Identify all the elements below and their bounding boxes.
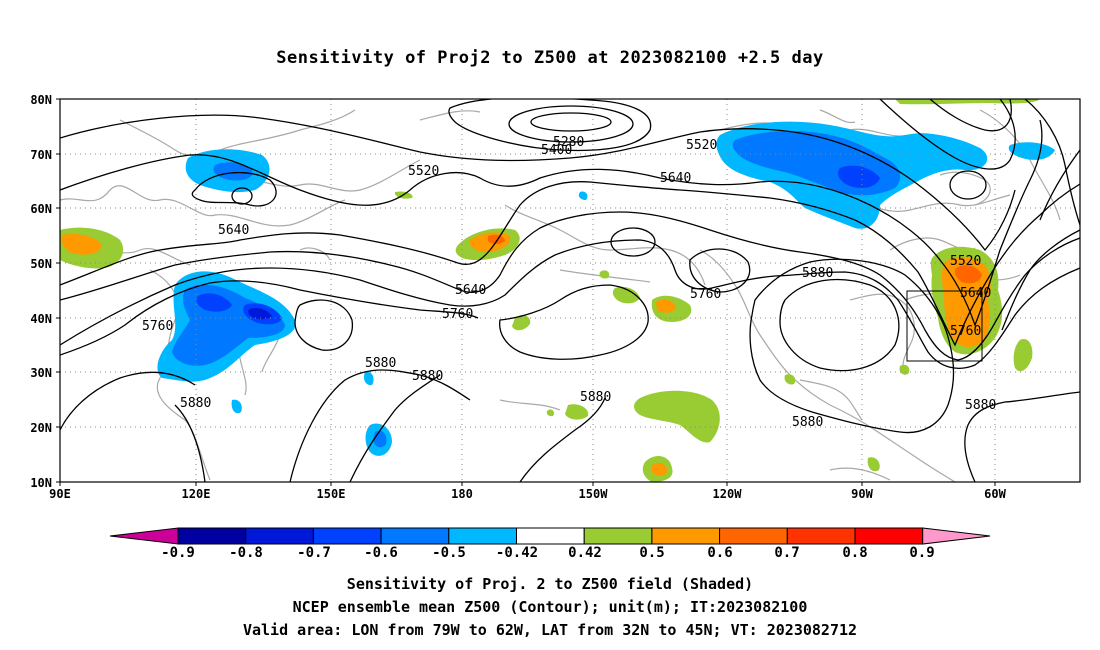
colorbar-cell bbox=[177, 527, 247, 545]
contour-label: 5640 bbox=[218, 223, 249, 238]
colorbar-cell bbox=[583, 527, 653, 545]
caption-line-1: Sensitivity of Proj. 2 to Z500 field (Sh… bbox=[346, 575, 754, 593]
contour-label: 5640 bbox=[455, 283, 486, 298]
colorbar: -0.9 -0.8 -0.7 -0.6 -0.5 -0.42 0.42 0.5 … bbox=[109, 527, 991, 561]
contour-label: 5760 bbox=[142, 319, 173, 334]
colorbar-label: 0.5 bbox=[639, 545, 664, 561]
coastlines bbox=[60, 109, 1061, 482]
colorbar-cell bbox=[651, 527, 721, 545]
colorbar-label: -0.7 bbox=[297, 545, 331, 561]
contour-label: 5760 bbox=[950, 324, 981, 339]
colorbar-cell bbox=[786, 527, 856, 545]
lon-tick-label: 150W bbox=[579, 487, 609, 501]
colorbar-label: 0.8 bbox=[842, 545, 867, 561]
latitude-labels: 80N 70N 60N 50N 40N 30N 20N 10N bbox=[30, 93, 52, 490]
lat-tick-label: 80N bbox=[30, 93, 52, 107]
contour-label: 5880 bbox=[802, 266, 833, 281]
contour-label: 5520 bbox=[950, 254, 981, 269]
caption-line-3: Valid area: LON from 79W to 62W, LAT fro… bbox=[242, 621, 858, 639]
lat-tick-label: 50N bbox=[30, 257, 52, 271]
colorbar-label: 0.9 bbox=[909, 545, 934, 561]
colorbar-label: -0.9 bbox=[161, 545, 195, 561]
axis-tick-marks bbox=[56, 98, 996, 486]
colorbar-label: -0.5 bbox=[432, 545, 466, 561]
chart-title: Sensitivity of Proj2 to Z500 at 20230821… bbox=[276, 48, 824, 68]
lon-tick-label: 120E bbox=[182, 487, 211, 501]
contour-label: 5880 bbox=[965, 398, 996, 413]
lon-tick-label: 150E bbox=[317, 487, 346, 501]
colorbar-cell bbox=[448, 527, 517, 545]
colorbar-label: 0.6 bbox=[707, 545, 732, 561]
valid-area-box bbox=[906, 290, 983, 362]
contour-label: 5880 bbox=[412, 369, 443, 384]
contour-labels: 5280 5400 5520 5520 5640 5640 5520 5640 … bbox=[142, 135, 996, 430]
contour-label: 5280 bbox=[553, 135, 584, 150]
colorbar-label: 0.7 bbox=[774, 545, 799, 561]
colorbar-cell bbox=[245, 527, 314, 545]
colorbar-labels: -0.9 -0.8 -0.7 -0.6 -0.5 -0.42 0.42 0.5 … bbox=[161, 545, 935, 561]
caption: Sensitivity of Proj. 2 to Z500 field (Sh… bbox=[0, 573, 1100, 642]
lat-tick-label: 70N bbox=[30, 148, 52, 162]
colorbar-label: -0.42 bbox=[496, 545, 538, 561]
contour-label: 5880 bbox=[580, 390, 611, 405]
contour-label: 5640 bbox=[660, 171, 691, 186]
lat-tick-label: 60N bbox=[30, 202, 52, 216]
lon-tick-label: 180 bbox=[451, 487, 473, 501]
longitude-labels: 90E 120E 150E 180 150W 120W 90W 60W bbox=[49, 487, 1006, 501]
contour-label: 5520 bbox=[408, 164, 439, 179]
contour-label: 5520 bbox=[686, 138, 717, 153]
colorbar-cell bbox=[312, 527, 382, 545]
lat-tick-label: 20N bbox=[30, 421, 52, 435]
contour-label: 5640 bbox=[960, 286, 991, 301]
contour-label: 5880 bbox=[792, 415, 823, 430]
lon-tick-label: 90W bbox=[851, 487, 873, 501]
colorbar-label: -0.8 bbox=[229, 545, 263, 561]
contour-label: 5400 bbox=[541, 143, 572, 158]
colorbar-cell bbox=[719, 527, 788, 545]
colorbar-cell bbox=[380, 527, 450, 545]
contour-label: 5880 bbox=[180, 396, 211, 411]
contour-label: 5760 bbox=[442, 307, 473, 322]
colorbar-arrow-left bbox=[109, 527, 179, 545]
lon-tick-label: 120W bbox=[713, 487, 743, 501]
colorbar-label: -0.6 bbox=[364, 545, 398, 561]
gridlines bbox=[60, 99, 1080, 482]
lon-tick-label: 60W bbox=[984, 487, 1006, 501]
colorbar-label: 0.42 bbox=[568, 545, 602, 561]
colorbar-cell bbox=[854, 527, 924, 545]
contour-label: 5760 bbox=[690, 287, 721, 302]
lat-tick-label: 10N bbox=[30, 476, 52, 490]
colorbar-arrow-right bbox=[922, 527, 991, 545]
lon-tick-label: 90E bbox=[49, 487, 71, 501]
map-frame bbox=[59, 98, 1081, 483]
colorbar-cells bbox=[109, 527, 991, 545]
negative-sensitivity-shading bbox=[157, 121, 1055, 456]
contour-label: 5880 bbox=[365, 356, 396, 371]
colorbar-cell bbox=[516, 527, 585, 545]
lat-tick-label: 30N bbox=[30, 366, 52, 380]
caption-line-2: NCEP ensemble mean Z500 (Contour); unit(… bbox=[292, 598, 808, 616]
z500-contours bbox=[60, 99, 1080, 482]
lat-tick-label: 40N bbox=[30, 312, 52, 326]
